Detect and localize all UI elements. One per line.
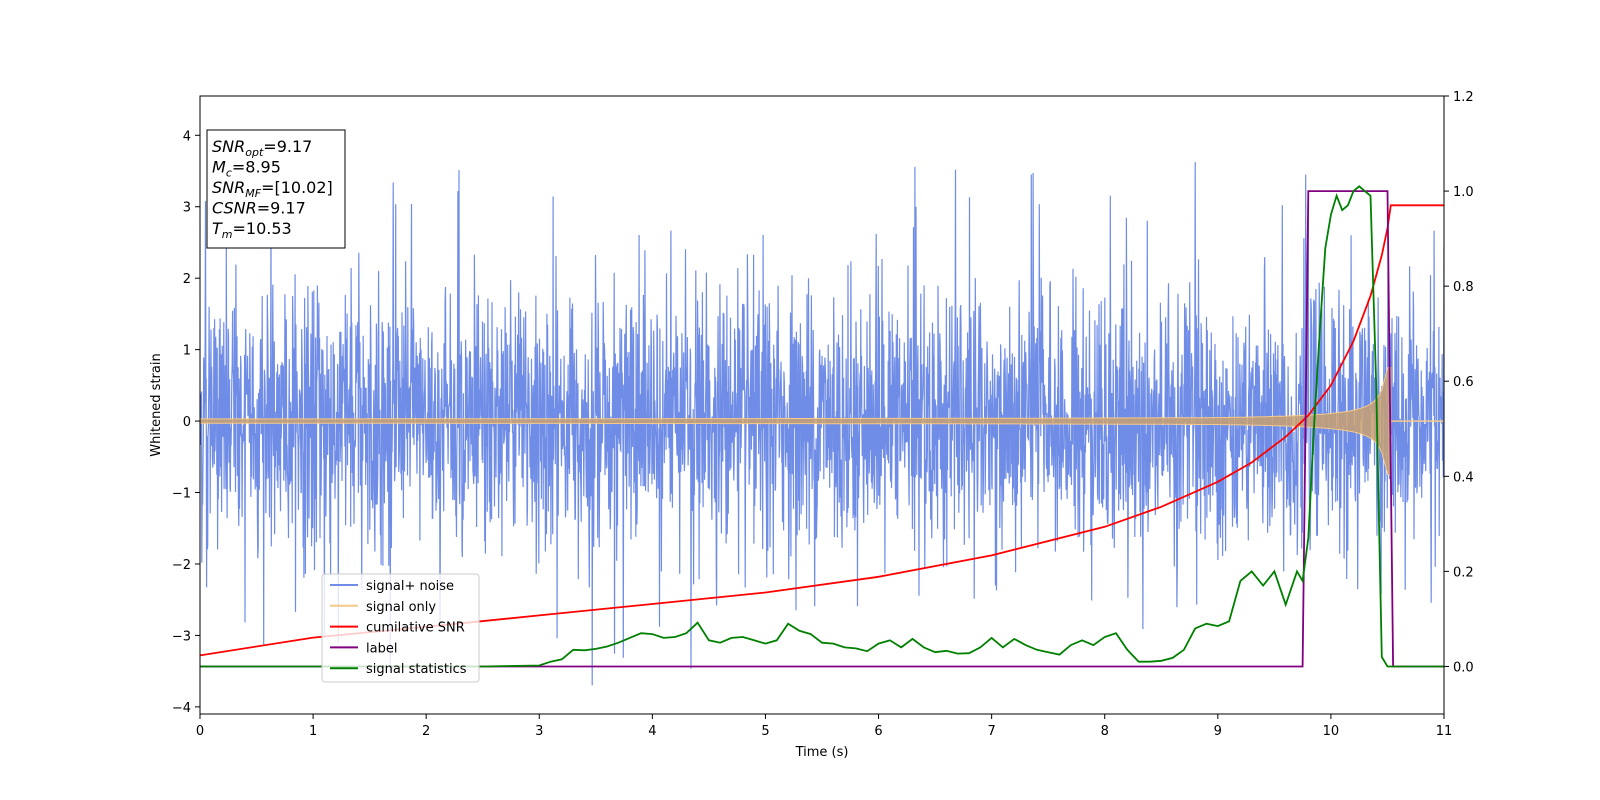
- x-tick-label: 1: [309, 724, 317, 739]
- annotation-line: SNRopt=9.17: [212, 137, 312, 159]
- y2-tick-label: 0.4: [1453, 470, 1474, 485]
- x-tick-label: 5: [761, 724, 769, 739]
- x-tick-label: 4: [648, 724, 656, 739]
- y-tick-label: 1: [183, 344, 191, 359]
- x-tick-label: 0: [196, 724, 204, 739]
- legend-label: signal only: [366, 600, 436, 615]
- x-tick-label: 7: [987, 724, 995, 739]
- legend: signal+ noise signal only cumilative SNR la…: [321, 573, 480, 683]
- legend-label: cumilative SNR: [366, 621, 465, 636]
- y-tick-label: −1: [172, 487, 191, 502]
- y2-tick-label: 1.2: [1453, 90, 1474, 105]
- x-axis: 0 1 2 3 4 5 6 7 8 9 10 11: [196, 714, 1452, 739]
- axes-frame: [199, 95, 1445, 715]
- y-tick-label: 3: [183, 201, 191, 216]
- legend-label: signal+ noise: [366, 579, 454, 594]
- x-tick-label: 3: [535, 724, 543, 739]
- y2-tick-label: 1.0: [1453, 185, 1474, 200]
- series-signal-statistics: [200, 185, 1444, 668]
- x-tick-label: 10: [1323, 724, 1340, 739]
- annotation-line: CSNR=9.17: [212, 199, 306, 218]
- y-tick-label: −2: [172, 558, 191, 573]
- series-cumulative-snr: [200, 204, 1444, 657]
- legend-label: signal statistics: [366, 662, 467, 677]
- y-axis-left: −4 −3 −2 −1 0 1 2 3 4: [172, 129, 200, 716]
- plot-area: [200, 162, 1444, 686]
- legend-label: label: [366, 641, 397, 656]
- legend-frame: [321, 573, 480, 683]
- y-axis-label: Whitened strain: [149, 353, 164, 456]
- y2-tick-label: 0.8: [1453, 280, 1474, 295]
- y2-tick-label: 0.0: [1453, 660, 1474, 675]
- annotation-line: Mc=8.95: [212, 158, 281, 180]
- annotation-line: Tm=10.53: [212, 219, 292, 241]
- y-tick-label: −4: [172, 701, 191, 716]
- annotation-frame: [206, 129, 346, 249]
- y-axis-right: 0.0 0.2 0.4 0.6 0.8 1.0 1.2: [1444, 90, 1474, 675]
- x-tick-label: 8: [1101, 724, 1109, 739]
- x-axis-label: Time (s): [795, 745, 849, 760]
- y-tick-label: 2: [183, 272, 191, 287]
- annotation-line: SNRMF=[10.02]: [212, 178, 333, 200]
- x-tick-label: 6: [874, 724, 882, 739]
- x-tick-label: 2: [422, 724, 430, 739]
- series-signal-noise: [200, 162, 1444, 686]
- y-tick-label: −3: [172, 629, 191, 644]
- y-tick-label: 4: [183, 129, 191, 144]
- x-tick-label: 9: [1214, 724, 1222, 739]
- y2-tick-label: 0.6: [1453, 375, 1474, 390]
- y2-tick-label: 0.2: [1453, 565, 1474, 580]
- y-tick-label: 0: [183, 415, 191, 430]
- snr-annotation-box: SNRopt=9.17Mc=8.95SNRMF=[10.02]CSNR=9.17…: [206, 129, 346, 249]
- x-tick-label: 11: [1436, 724, 1453, 739]
